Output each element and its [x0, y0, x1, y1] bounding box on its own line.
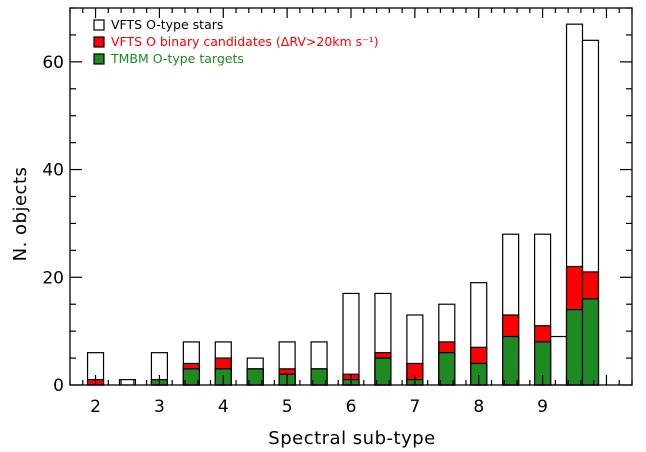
x-tick-label: 7 — [409, 397, 420, 417]
tmbm-bar — [182, 368, 200, 386]
x-tick-label: 3 — [154, 397, 165, 417]
tmbm-bar — [565, 309, 584, 386]
y-tick-label: 20 — [42, 268, 64, 288]
x-tick-label: 6 — [346, 397, 357, 417]
legend-swatch-binary — [93, 36, 105, 48]
vfts-bar — [118, 379, 137, 386]
axis-ticks: 0 20 40 60 2 3 4 5 6 7 8 9 — [42, 7, 633, 417]
legend-swatch-tmbm — [93, 53, 105, 65]
vfts-bar — [549, 335, 568, 386]
vfts-bar — [342, 292, 360, 386]
y-tick-label: 60 — [42, 53, 64, 73]
tmbm-bar — [581, 298, 600, 386]
legend-swatch-vfts — [93, 19, 105, 31]
bars-layer — [70, 23, 632, 386]
x-tick-label: 4 — [218, 397, 229, 417]
legend-label-binary: VFTS O binary candidates (ΔRV>20km s⁻¹) — [111, 34, 379, 49]
x-tick-label: 9 — [537, 397, 548, 417]
y-tick-label: 0 — [53, 376, 64, 396]
x-tick-label: 8 — [473, 397, 484, 417]
tmbm-bar — [374, 357, 392, 386]
x-tick-label: 5 — [282, 397, 293, 417]
legend: VFTS O-type stars VFTS O binary candidate… — [93, 17, 379, 66]
legend-label-vfts: VFTS O-type stars — [111, 17, 223, 32]
y-axis-title: N. objects — [10, 167, 31, 262]
tmbm-bar — [438, 352, 456, 386]
tmbm-bar — [246, 368, 264, 386]
x-axis-title: Spectral sub-type — [268, 428, 435, 449]
tmbm-bar — [310, 368, 328, 386]
tmbm-bar — [502, 335, 520, 386]
legend-label-tmbm: TMBM O-type targets — [110, 51, 244, 66]
y-tick-label: 40 — [42, 161, 64, 181]
x-tick-label: 2 — [90, 397, 101, 417]
